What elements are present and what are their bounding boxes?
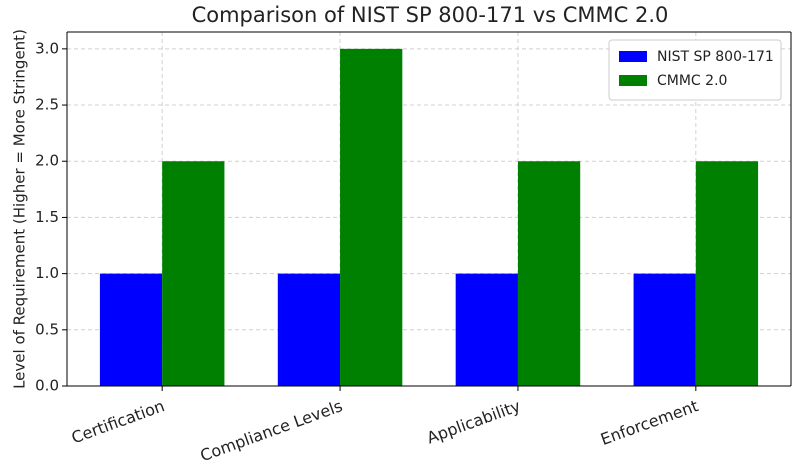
x-tick-label: Applicability xyxy=(424,396,523,447)
chart-title: Comparison of NIST SP 800-171 vs CMMC 2.… xyxy=(192,3,669,27)
legend-label: NIST SP 800-171 xyxy=(657,49,774,65)
bar xyxy=(455,273,518,386)
x-tick-label: Enforcement xyxy=(598,396,701,449)
x-tick-label: Compliance Levels xyxy=(198,396,345,465)
legend-label: CMMC 2.0 xyxy=(657,73,727,89)
y-tick-label: 2.5 xyxy=(35,96,59,114)
bar xyxy=(277,273,341,386)
bar xyxy=(633,273,696,386)
bar xyxy=(162,161,225,386)
y-tick-label: 3.0 xyxy=(35,39,59,57)
y-tick-label: 0.5 xyxy=(35,320,59,338)
y-axis-label: Level of Requirement (Higher = More Stri… xyxy=(11,29,29,389)
x-tick-label: Certification xyxy=(69,396,167,447)
legend-swatch xyxy=(619,51,647,62)
bar xyxy=(517,161,581,386)
bar xyxy=(340,48,403,386)
legend-box xyxy=(608,39,782,101)
y-tick-label: 1.0 xyxy=(35,264,59,282)
bar xyxy=(99,273,163,386)
bar xyxy=(695,161,759,386)
y-tick-label: 0.0 xyxy=(35,377,59,395)
y-tick-label: 1.5 xyxy=(35,208,59,226)
y-tick-label: 2.0 xyxy=(35,152,59,170)
legend-swatch xyxy=(619,75,647,86)
legend: NIST SP 800-171 CMMC 2.0 xyxy=(608,39,782,101)
